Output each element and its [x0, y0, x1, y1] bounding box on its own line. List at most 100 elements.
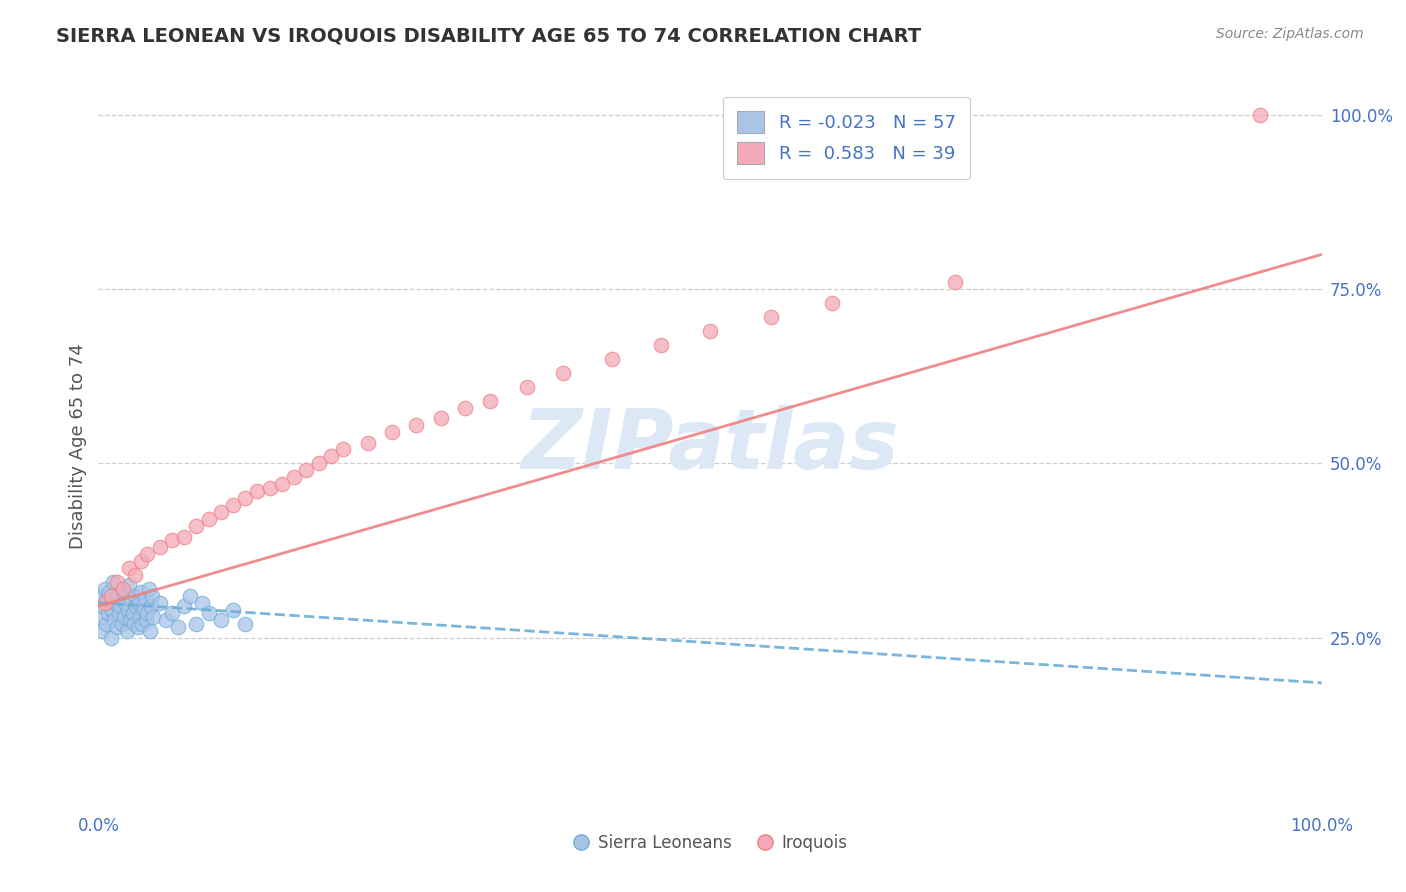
Point — [142, 609, 165, 624]
Point — [117, 603, 139, 617]
Point — [136, 606, 159, 620]
Point — [129, 585, 152, 599]
Point — [129, 554, 152, 568]
Point — [121, 606, 143, 620]
Point — [89, 609, 111, 624]
Point — [186, 519, 208, 533]
Point — [94, 616, 117, 631]
Point — [108, 606, 131, 620]
Point — [128, 596, 150, 610]
Point — [129, 609, 152, 624]
Point — [149, 540, 172, 554]
Point — [209, 613, 232, 627]
Point — [197, 606, 219, 620]
Point — [139, 599, 162, 614]
Point — [91, 599, 114, 614]
Point — [110, 599, 132, 614]
Point — [118, 578, 141, 592]
Point — [1249, 108, 1271, 122]
Point — [122, 616, 145, 631]
Point — [186, 616, 208, 631]
Point — [356, 435, 378, 450]
Point — [96, 592, 118, 607]
Point — [111, 582, 134, 596]
Point — [120, 592, 142, 607]
Point — [173, 599, 195, 614]
Point — [478, 393, 501, 408]
Point — [308, 457, 330, 471]
Point — [155, 613, 177, 627]
Point — [430, 411, 453, 425]
Text: SIERRA LEONEAN VS IROQUOIS DISABILITY AGE 65 TO 74 CORRELATION CHART: SIERRA LEONEAN VS IROQUOIS DISABILITY AG… — [56, 27, 921, 45]
Point — [107, 589, 129, 603]
Point — [100, 631, 122, 645]
Point — [120, 613, 142, 627]
Point — [233, 491, 256, 506]
Point — [105, 574, 128, 589]
Point — [114, 596, 136, 610]
Point — [115, 624, 138, 638]
Point — [699, 324, 721, 338]
Point — [222, 498, 245, 512]
Point — [138, 582, 160, 596]
Point — [111, 585, 134, 599]
Point — [93, 596, 115, 610]
Point — [91, 624, 114, 638]
Point — [405, 418, 427, 433]
Point — [209, 505, 232, 519]
Y-axis label: Disability Age 65 to 74: Disability Age 65 to 74 — [69, 343, 87, 549]
Point — [127, 620, 149, 634]
Point — [160, 533, 183, 547]
Point — [132, 603, 155, 617]
Point — [139, 624, 162, 638]
Point — [141, 589, 163, 603]
Point — [515, 380, 537, 394]
Point — [270, 477, 294, 491]
Point — [191, 596, 214, 610]
Point — [135, 613, 157, 627]
Point — [93, 582, 115, 596]
Point — [233, 616, 256, 631]
Point — [332, 442, 354, 457]
Point — [103, 613, 125, 627]
Point — [125, 599, 148, 614]
Point — [105, 620, 128, 634]
Point — [167, 620, 190, 634]
Point — [222, 603, 245, 617]
Legend: Sierra Leoneans, Iroquois: Sierra Leoneans, Iroquois — [567, 827, 853, 858]
Point — [553, 366, 575, 380]
Point — [650, 338, 672, 352]
Point — [100, 589, 122, 603]
Point — [118, 561, 141, 575]
Text: Source: ZipAtlas.com: Source: ZipAtlas.com — [1216, 27, 1364, 41]
Point — [600, 351, 623, 366]
Point — [179, 589, 201, 603]
Point — [454, 401, 477, 415]
Point — [160, 606, 183, 620]
Point — [124, 567, 146, 582]
Point — [943, 275, 966, 289]
Point — [173, 530, 195, 544]
Point — [283, 470, 305, 484]
Point — [295, 463, 318, 477]
Point — [111, 616, 134, 631]
Point — [97, 606, 120, 620]
Point — [761, 310, 783, 325]
Point — [98, 585, 121, 599]
Point — [259, 481, 281, 495]
Point — [104, 596, 127, 610]
Point — [112, 609, 135, 624]
Point — [319, 450, 342, 464]
Point — [90, 589, 112, 603]
Point — [821, 296, 844, 310]
Point — [134, 592, 156, 607]
Point — [136, 547, 159, 561]
Point — [381, 425, 404, 439]
Point — [101, 603, 124, 617]
Point — [124, 589, 146, 603]
Point — [101, 574, 124, 589]
Point — [197, 512, 219, 526]
Point — [149, 596, 172, 610]
Point — [131, 616, 153, 631]
Text: ZIPatlas: ZIPatlas — [522, 406, 898, 486]
